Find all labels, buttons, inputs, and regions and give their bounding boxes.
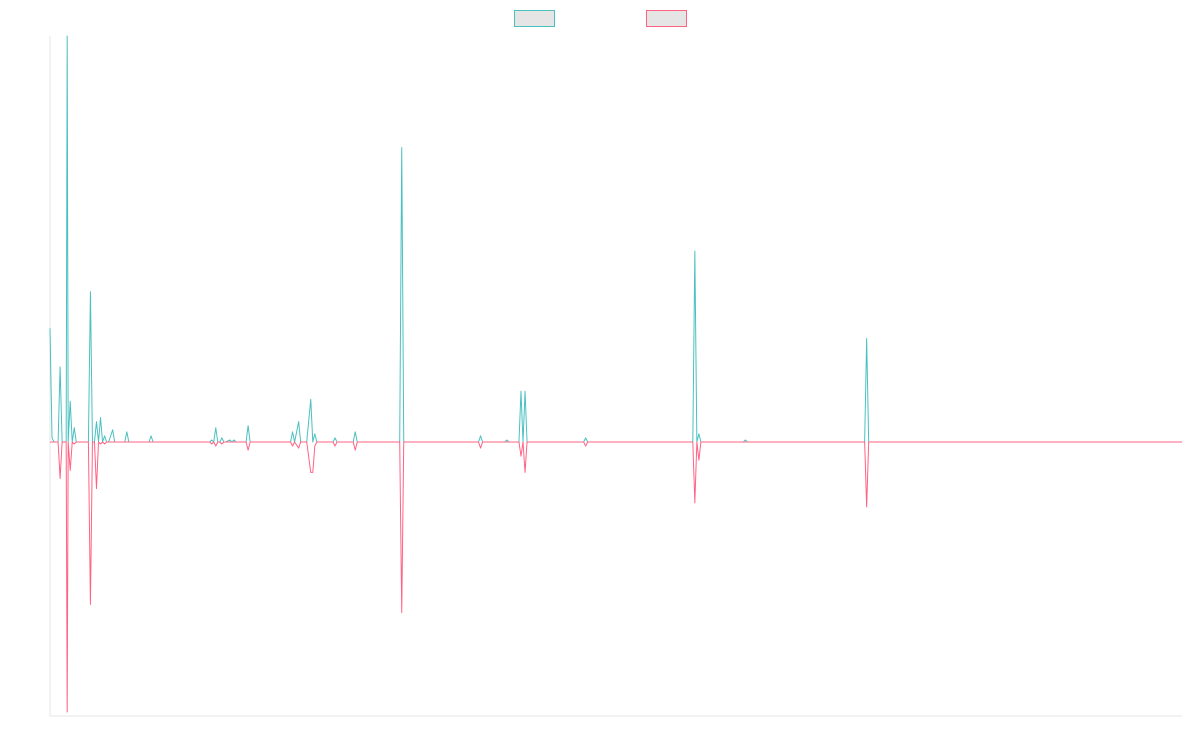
legend-swatch-1 [514, 10, 555, 27]
axes [49, 36, 1182, 717]
series-line-2 [50, 441, 1182, 713]
legend [514, 10, 687, 27]
series-line-1 [49, 35, 1182, 443]
legend-item-1[interactable] [514, 10, 555, 27]
plot-area [49, 35, 1182, 713]
legend-item-2[interactable] [646, 10, 687, 27]
legend-swatch-2 [646, 10, 687, 27]
